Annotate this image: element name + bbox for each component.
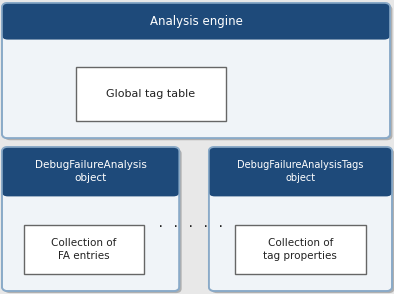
Bar [76, 67, 226, 121]
FancyBboxPatch shape [2, 147, 179, 196]
Text: DebugFailureAnalysisTags
object: DebugFailureAnalysisTags object [237, 160, 364, 183]
Text: DebugFailureAnalysis
object: DebugFailureAnalysis object [35, 160, 147, 183]
FancyBboxPatch shape [4, 149, 182, 293]
Bar [235, 225, 366, 275]
FancyBboxPatch shape [2, 3, 390, 138]
Text: Global tag table: Global tag table [106, 89, 195, 99]
FancyBboxPatch shape [209, 147, 392, 291]
Bar [8, 21, 384, 35]
Text: Collection of
tag properties: Collection of tag properties [264, 238, 337, 261]
Bar [215, 172, 386, 192]
Text: Analysis engine: Analysis engine [150, 15, 242, 28]
Text: Collection of
FA entries: Collection of FA entries [51, 238, 117, 261]
FancyBboxPatch shape [2, 3, 390, 40]
Bar [8, 172, 173, 192]
FancyBboxPatch shape [4, 5, 392, 140]
FancyBboxPatch shape [209, 147, 392, 196]
FancyBboxPatch shape [2, 147, 179, 291]
Text: . . . . .: . . . . . [157, 217, 225, 230]
FancyBboxPatch shape [211, 149, 394, 293]
Bar [24, 225, 143, 275]
